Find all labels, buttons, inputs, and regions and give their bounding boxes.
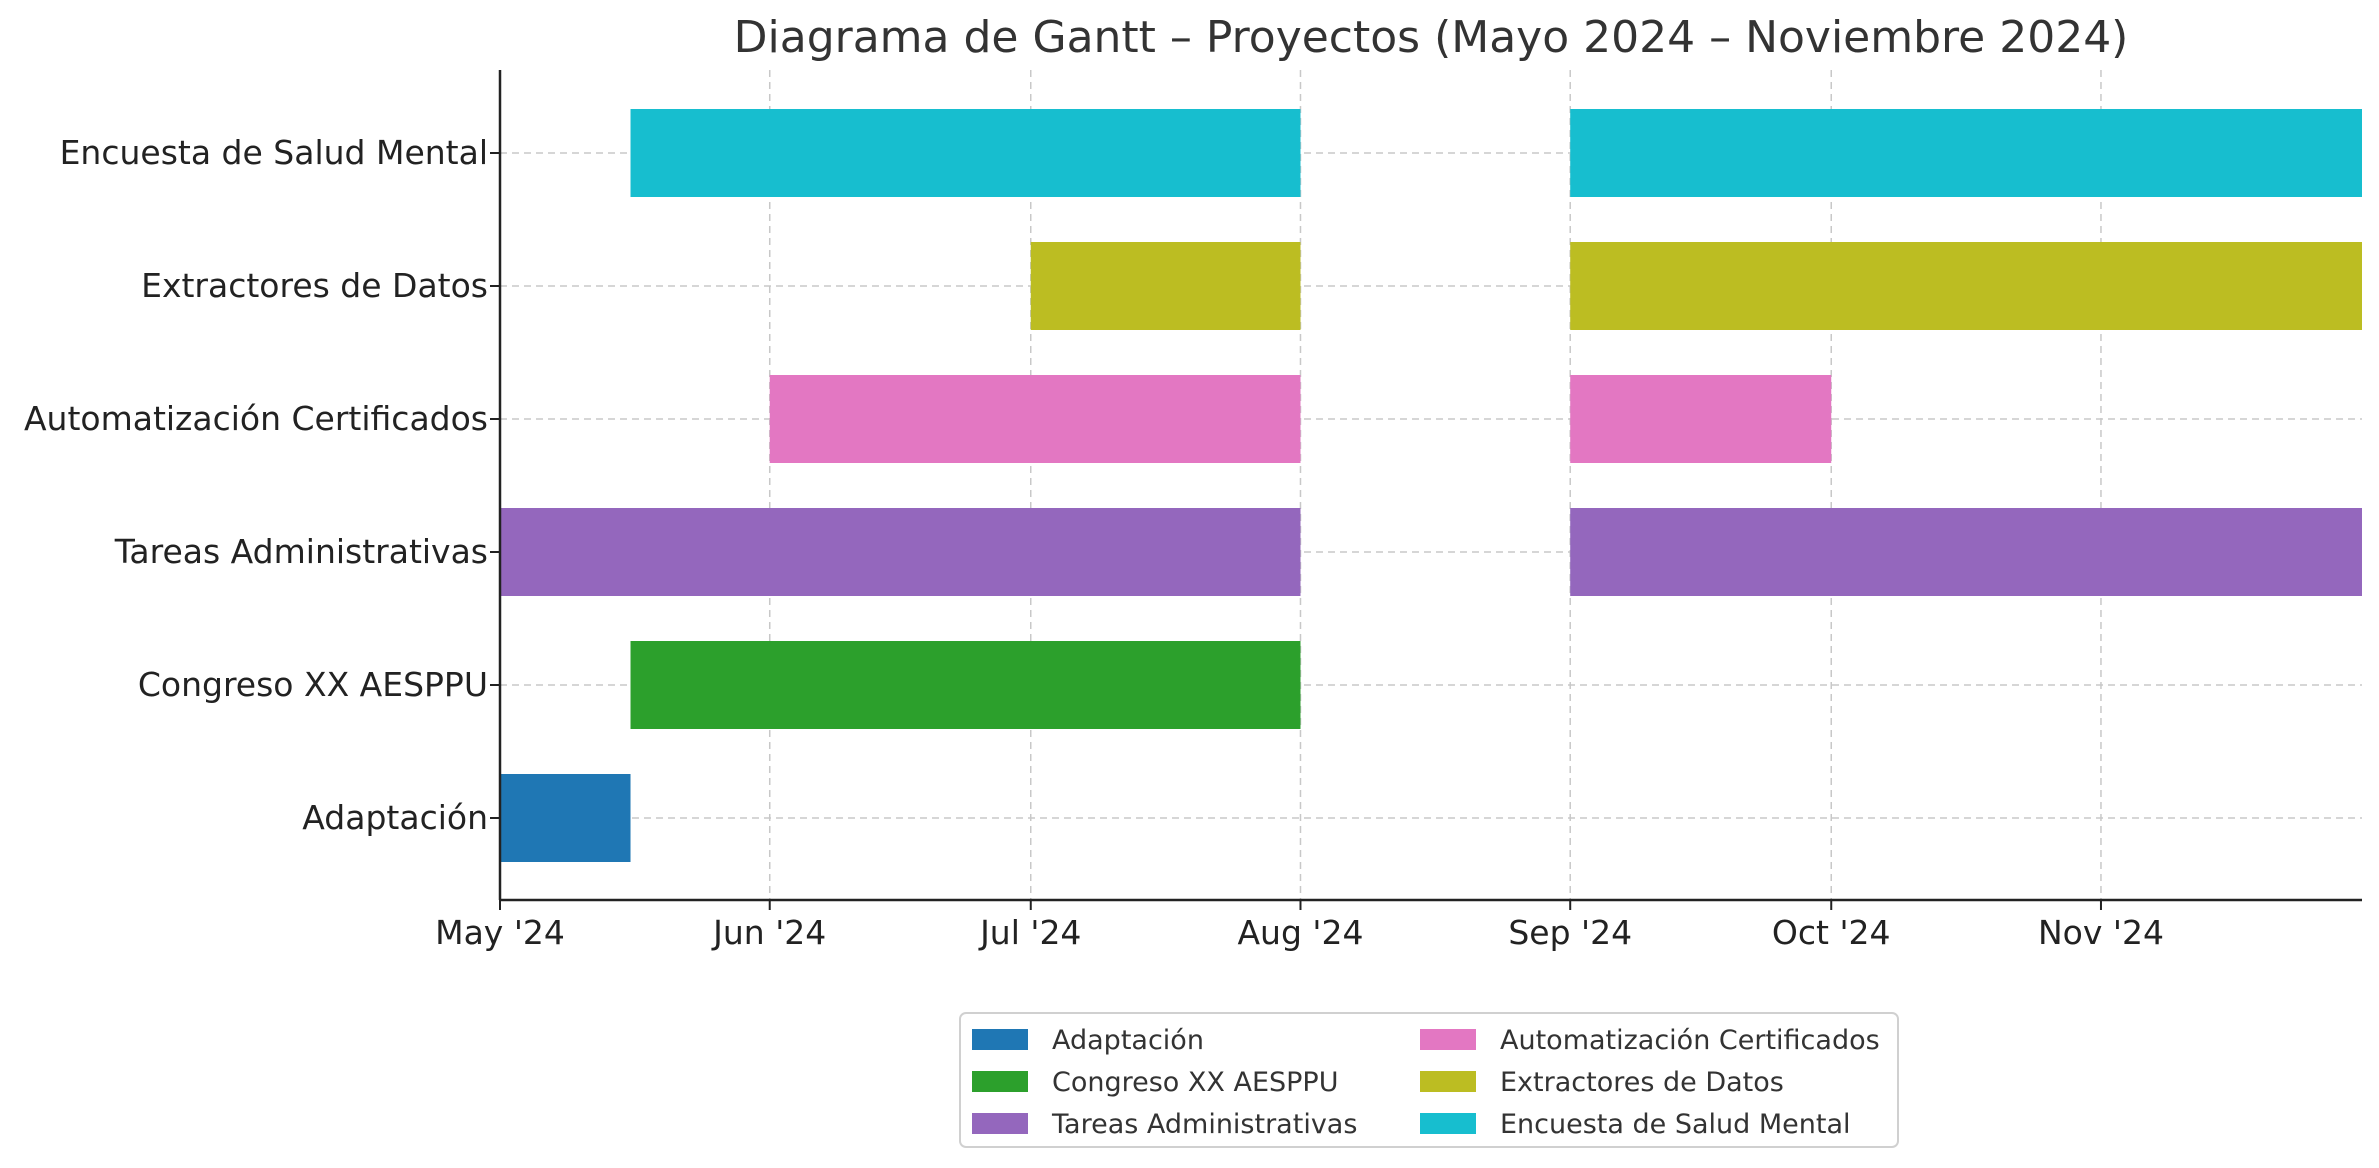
gantt-bar-encuesta-de-salud-mental	[630, 109, 1301, 197]
gantt-bar-automatizaci-n-certificados	[1570, 375, 1832, 463]
grid	[500, 70, 2362, 900]
x-tick-label: Aug '24	[1237, 913, 1363, 952]
x-tick-label: Oct '24	[1772, 913, 1891, 952]
legend-label: Congreso XX AESPPU	[1052, 1067, 1338, 1098]
legend-swatch	[972, 1071, 1028, 1092]
x-tick-label: May '24	[435, 913, 565, 952]
y-tick-label: Encuesta de Salud Mental	[60, 133, 488, 172]
x-axis-ticks: May '24 Jun '24 Jul '24 Aug '24 Sep '24 Oct '…	[435, 913, 2164, 952]
legend-label: Adaptación	[1052, 1025, 1204, 1056]
x-tick-label: Nov '24	[2038, 913, 2164, 952]
legend-label: Encuesta de Salud Mental	[1500, 1109, 1851, 1140]
legend-label: Automatización Certificados	[1500, 1025, 1880, 1056]
gantt-bar-automatizaci-n-certificados	[769, 375, 1301, 463]
x-tick-label: Jun '24	[711, 913, 826, 952]
gantt-bar-tareas-administrativas	[500, 508, 1301, 596]
x-tick-label: Jul '24	[978, 913, 1081, 952]
legend-swatch	[1420, 1071, 1476, 1092]
gantt-bar-congreso-xx-aesppu	[630, 641, 1301, 729]
legend-swatch	[972, 1029, 1028, 1050]
axes	[490, 70, 2362, 910]
gantt-bar-encuesta-de-salud-mental	[1570, 109, 2362, 197]
legend-swatch	[972, 1113, 1028, 1134]
gantt-bar-adaptaci-n	[500, 774, 631, 862]
bars	[500, 109, 2362, 862]
y-tick-label: Automatización Certificados	[24, 399, 488, 438]
y-tick-label: Adaptación	[302, 798, 488, 837]
y-tick-label: Extractores de Datos	[141, 266, 488, 305]
legend-swatch	[1420, 1113, 1476, 1134]
gantt-bar-tareas-administrativas	[1570, 508, 2362, 596]
gantt-bar-extractores-de-datos	[1570, 242, 2362, 330]
chart-title: Diagrama de Gantt – Proyectos (Mayo 2024…	[734, 12, 2129, 63]
y-tick-label: Tareas Administrativas	[114, 532, 488, 571]
y-tick-label: Congreso XX AESPPU	[138, 665, 488, 704]
legend-swatch	[1420, 1029, 1476, 1050]
legend-label: Extractores de Datos	[1500, 1067, 1784, 1098]
x-tick-label: Sep '24	[1508, 913, 1632, 952]
gantt-bar-extractores-de-datos	[1030, 242, 1301, 330]
legend-label: Tareas Administrativas	[1051, 1109, 1357, 1140]
legend: Adaptación Congreso XX AESPPU Tareas Admin…	[959, 1012, 1899, 1148]
y-axis-labels: Adaptación Congreso XX AESPPU Tareas Admin…	[24, 133, 488, 837]
